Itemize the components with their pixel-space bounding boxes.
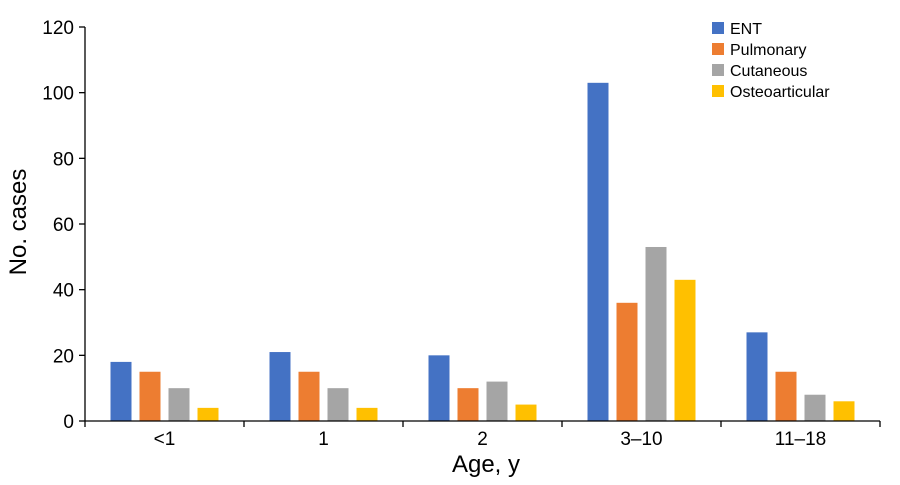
bar-pulmonary-3-10 — [616, 302, 638, 421]
bar-pulmonary-1 — [298, 371, 320, 421]
x-tick-label-2: 2 — [477, 429, 488, 450]
bar-cutaneous-1 — [168, 388, 190, 421]
y-tick-label: 60 — [53, 215, 74, 236]
x-tick-label-1: <1 — [154, 429, 176, 450]
legend-label-ent: ENT — [730, 21, 762, 38]
y-tick-label: 0 — [63, 412, 74, 433]
y-tick-label: 40 — [53, 281, 74, 302]
x-tick-label-1: 1 — [318, 429, 329, 450]
bar-cutaneous-11-18 — [804, 394, 826, 421]
bar-pulmonary-2 — [457, 388, 479, 421]
bar-cutaneous-1 — [327, 388, 349, 421]
y-tick-label: 20 — [53, 346, 74, 367]
legend-label-osteoarticular: Osteoarticular — [730, 84, 830, 101]
bar-ent-2 — [428, 355, 450, 421]
x-tick-label-11-18: 11–18 — [775, 429, 826, 450]
legend-label-pulmonary: Pulmonary — [730, 42, 806, 59]
bars-group — [110, 82, 855, 422]
y-tick-label: 120 — [42, 18, 74, 39]
bar-osteoarticular-1 — [356, 407, 378, 421]
y-tick-label: 100 — [42, 84, 74, 105]
axes — [84, 27, 880, 422]
bar-osteoarticular-3-10 — [674, 279, 696, 421]
bar-osteoarticular-1 — [197, 407, 219, 421]
y-tick-label: 80 — [53, 149, 74, 170]
bar-ent-1 — [110, 361, 132, 421]
legend-swatch-ent — [712, 22, 724, 34]
bar-pulmonary-1 — [139, 371, 161, 421]
legend: ENT Pulmonary Cutaneous Osteoarticular — [712, 21, 830, 101]
bar-cutaneous-3-10 — [645, 246, 667, 421]
x-tick-label-3-10: 3–10 — [620, 429, 662, 450]
x-axis-ticks: <1 1 2 3–10 11–18 — [84, 421, 881, 450]
y-axis-ticks: 0 20 40 60 80 100 120 — [42, 18, 85, 433]
bar-cutaneous-2 — [486, 381, 508, 421]
y-axis-title: No. cases — [5, 169, 32, 276]
bar-ent-1 — [269, 352, 291, 421]
bar-pulmonary-11-18 — [775, 371, 797, 421]
bar-osteoarticular-11-18 — [833, 401, 855, 421]
x-axis-title: Age, y — [452, 451, 520, 478]
legend-label-cutaneous: Cutaneous — [730, 63, 807, 80]
legend-swatch-cutaneous — [712, 64, 724, 76]
bar-osteoarticular-2 — [515, 404, 537, 421]
legend-swatch-osteoarticular — [712, 85, 724, 97]
legend-swatch-pulmonary — [712, 43, 724, 55]
bar-ent-3-10 — [587, 82, 609, 422]
bar-ent-11-18 — [746, 332, 768, 421]
